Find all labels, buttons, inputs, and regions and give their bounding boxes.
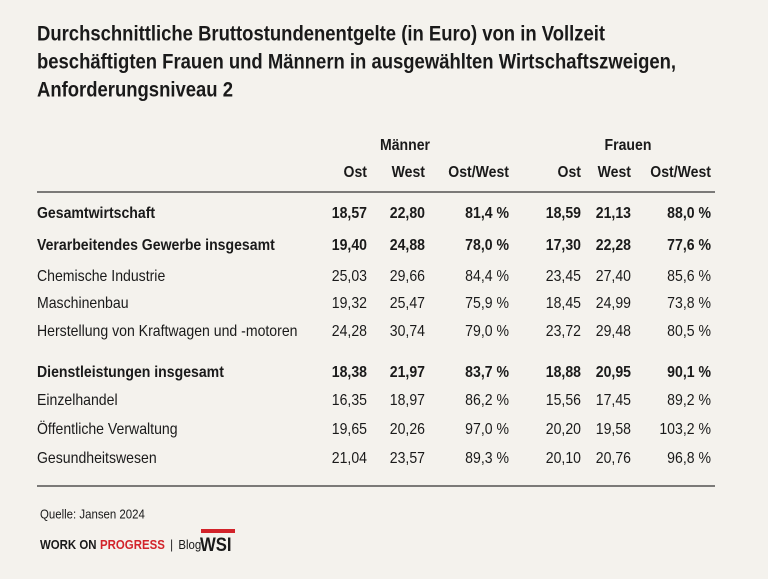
row-label: Herstellung von Kraftwagen und -motoren [37, 322, 297, 340]
column-header: Ost [344, 163, 367, 181]
cell: 16,35 [332, 391, 367, 409]
cell: 19,58 [596, 420, 631, 438]
separator: | [170, 538, 173, 553]
cell: 103,2 % [659, 420, 711, 438]
brand-b: PROGRESS [100, 538, 165, 553]
cell: 23,45 [546, 267, 581, 285]
column-header: West [392, 163, 425, 181]
cell: 29,48 [596, 322, 631, 340]
cell: 19,65 [332, 420, 367, 438]
cell: 18,88 [546, 363, 581, 381]
brand: WORK ON PROGRESS | Blog [40, 538, 201, 553]
cell: 19,32 [332, 294, 367, 312]
cell: 22,80 [390, 204, 425, 222]
title-line: Anforderungsniveau 2 [37, 78, 233, 101]
cell: 24,88 [390, 236, 425, 254]
row-label: Einzelhandel [37, 391, 118, 409]
cell: 20,20 [546, 420, 581, 438]
cell: 20,76 [596, 449, 631, 467]
cell: 88,0 % [667, 204, 711, 222]
cell: 18,45 [546, 294, 581, 312]
cell: 23,72 [546, 322, 581, 340]
cell: 18,97 [390, 391, 425, 409]
cell: 89,2 % [667, 391, 711, 409]
cell: 24,99 [596, 294, 631, 312]
cell: 23,57 [390, 449, 425, 467]
column-header: Ost/West [448, 163, 509, 181]
cell: 18,57 [332, 204, 367, 222]
cell: 15,56 [546, 391, 581, 409]
row-label: Maschinenbau [37, 294, 129, 312]
row-label: Chemische Industrie [37, 267, 165, 285]
group-header: Frauen [605, 136, 652, 154]
cell: 75,9 % [465, 294, 509, 312]
cell: 96,8 % [667, 449, 711, 467]
group-header: Männer [380, 136, 430, 154]
cell: 80,5 % [667, 322, 711, 340]
cell: 78,0 % [465, 236, 509, 254]
cell: 18,38 [332, 363, 367, 381]
cell: 83,7 % [465, 363, 509, 381]
cell: 77,6 % [667, 236, 711, 254]
cell: 21,13 [596, 204, 631, 222]
cell: 86,2 % [465, 391, 509, 409]
column-header: Ost/West [650, 163, 711, 181]
logo-bar [201, 529, 235, 533]
source: Quelle: Jansen 2024 [40, 507, 145, 522]
row-label: Verarbeitendes Gewerbe insgesamt [37, 236, 275, 254]
cell: 89,3 % [465, 449, 509, 467]
cell: 18,59 [546, 204, 581, 222]
column-header: West [598, 163, 631, 181]
cell: 19,40 [332, 236, 367, 254]
logo: WSI [200, 534, 232, 555]
cell: 30,74 [390, 322, 425, 340]
content: Durchschnittliche Bruttostundenentgelte … [37, 22, 715, 555]
cell: 85,6 % [667, 267, 711, 285]
cell: 73,8 % [667, 294, 711, 312]
title-line: beschäftigten Frauen und Männern in ausg… [37, 50, 676, 73]
brand-a: WORK ON [40, 538, 97, 553]
cell: 22,28 [596, 236, 631, 254]
row-label: Gesundheitswesen [37, 449, 157, 467]
title-line: Durchschnittliche Bruttostundenentgelte … [37, 22, 605, 45]
row-label: Gesamtwirtschaft [37, 204, 155, 222]
cell: 27,40 [596, 267, 631, 285]
cell: 25,03 [332, 267, 367, 285]
row-label: Öffentliche Verwaltung [37, 419, 178, 438]
blog: Blog [178, 538, 201, 553]
cell: 17,30 [546, 236, 581, 254]
cell: 84,4 % [465, 267, 509, 285]
column-header: Ost [558, 163, 581, 181]
cell: 90,1 % [667, 363, 711, 381]
cell: 79,0 % [465, 322, 509, 340]
cell: 20,10 [546, 449, 581, 467]
row-label: Dienstleistungen insgesamt [37, 363, 224, 381]
cell: 97,0 % [465, 420, 509, 438]
cell: 81,4 % [465, 204, 509, 222]
cell: 21,04 [332, 449, 367, 467]
cell: 20,95 [596, 363, 631, 381]
cell: 29,66 [390, 267, 425, 285]
cell: 24,28 [332, 322, 367, 340]
cell: 21,97 [390, 363, 425, 381]
cell: 20,26 [390, 420, 425, 438]
cell: 25,47 [390, 294, 425, 312]
cell: 17,45 [596, 391, 631, 409]
